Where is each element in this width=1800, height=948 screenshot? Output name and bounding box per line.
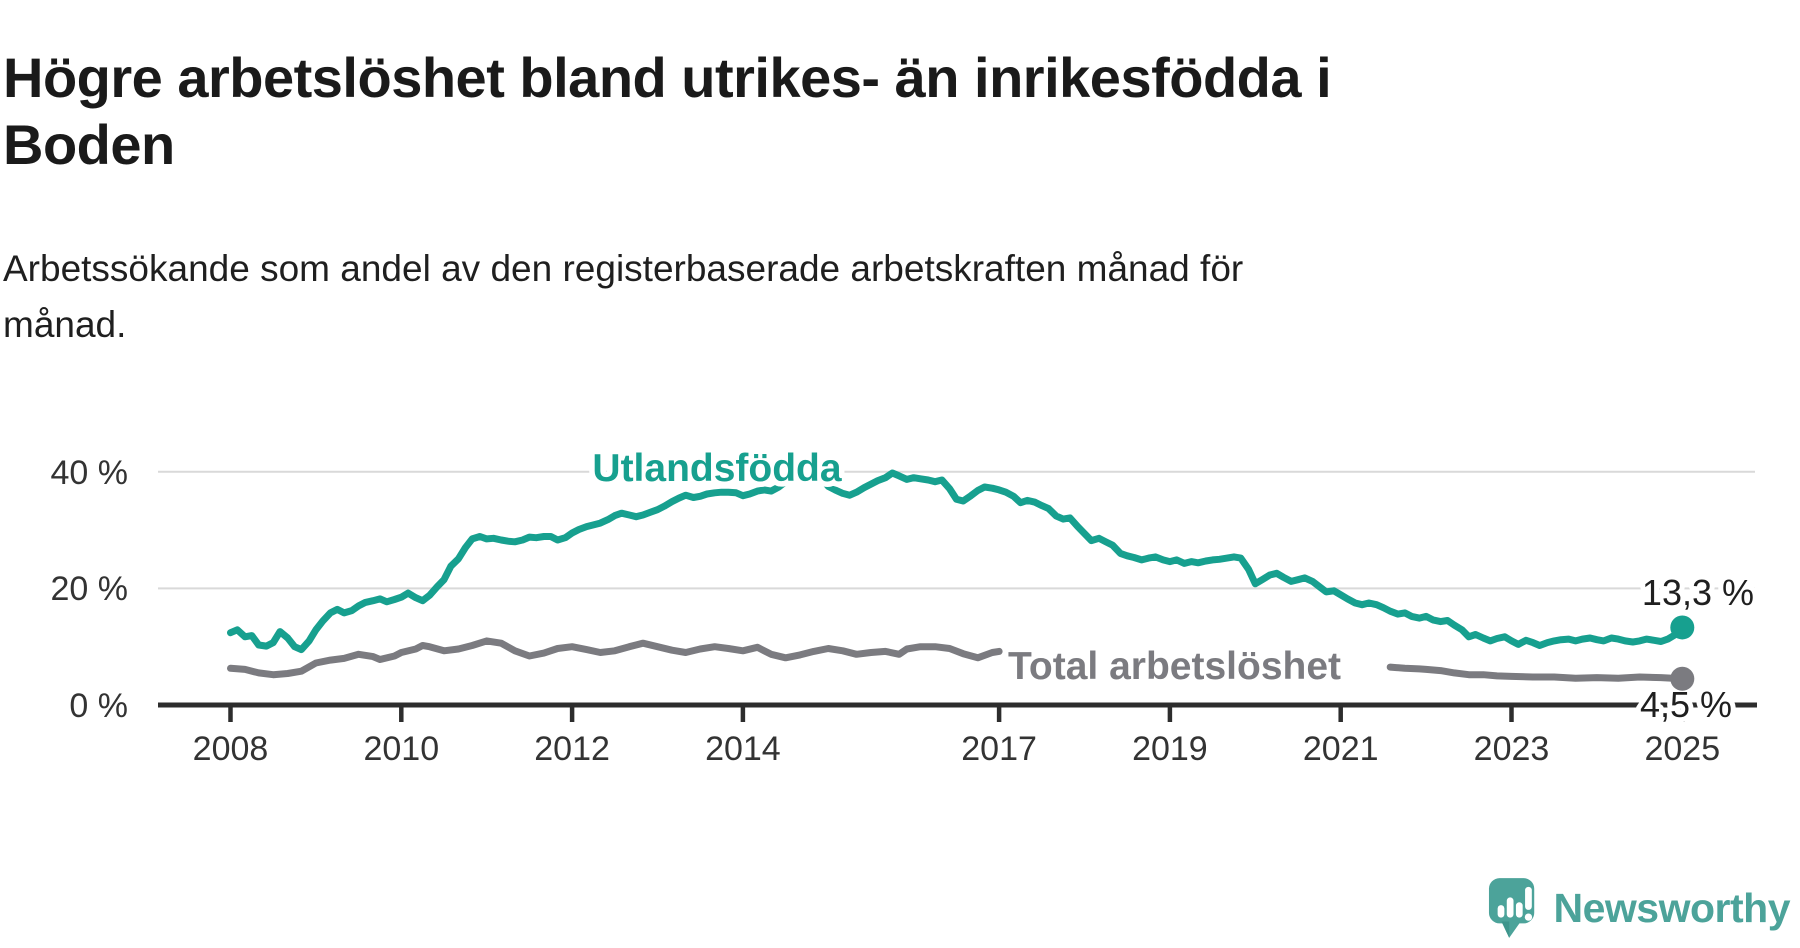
series-lines — [227, 469, 1686, 683]
x-axis-ticks — [228, 705, 1685, 722]
x-axis-tick-label: 2010 — [363, 730, 439, 768]
end-dot-total-arbetsloshet — [1670, 666, 1695, 691]
end-value-label-utlandsfodda: 13,3 % — [1642, 572, 1754, 613]
title-line-1: Högre arbetslöshet bland utrikes- än inr… — [3, 45, 1332, 109]
series-line-total-arbetsloshet — [1386, 663, 1686, 683]
x-axis-tick-label: 2023 — [1474, 730, 1550, 768]
series-label-utlandsfodda: Utlandsfödda — [592, 447, 841, 490]
x-axis-tick-label: 2019 — [1132, 730, 1208, 768]
series-line-total-arbetsloshet — [227, 637, 1003, 679]
subtitle-line-1: Arbetssökande som andel av den registerb… — [3, 248, 1244, 289]
x-axis-tick-label: 2012 — [534, 730, 610, 768]
series-end-dots — [1670, 615, 1695, 691]
chart-subtitle: Arbetssökande som andel av den registerb… — [3, 241, 1563, 352]
newsworthy-logo: Newsworthy — [1488, 876, 1791, 940]
brand-name: Newsworthy — [1553, 884, 1791, 931]
x-axis-tick-labels: 2008 2010 2012 2014 2017 2019 2021 2023 2025 — [193, 730, 1720, 768]
title-line-2: Boden — [3, 113, 175, 177]
x-axis-tick-label: 2014 — [705, 730, 781, 768]
series-label-total-arbetsloshet: Total arbetslöshet — [1008, 645, 1341, 688]
x-axis-tick-label: 2017 — [961, 730, 1037, 768]
x-axis-tick-label: 2021 — [1303, 730, 1379, 768]
page-title: Högre arbetslöshet bland utrikes- än inr… — [3, 44, 1753, 180]
y-tick-label-20: 20 % — [51, 570, 129, 608]
x-axis-tick-label: 2025 — [1644, 730, 1720, 768]
x-axis-tick-label: 2008 — [193, 730, 269, 768]
y-tick-label-40: 40 % — [51, 454, 129, 492]
series-line-utlandsfodda — [227, 469, 1686, 654]
end-dot-utlandsfodda — [1670, 615, 1695, 640]
subtitle-line-2: månad. — [3, 303, 127, 345]
newsworthy-logo-icon — [1488, 878, 1534, 938]
y-tick-label-0: 0 % — [69, 687, 128, 725]
end-value-label-total: 4,5 % — [1640, 684, 1732, 725]
